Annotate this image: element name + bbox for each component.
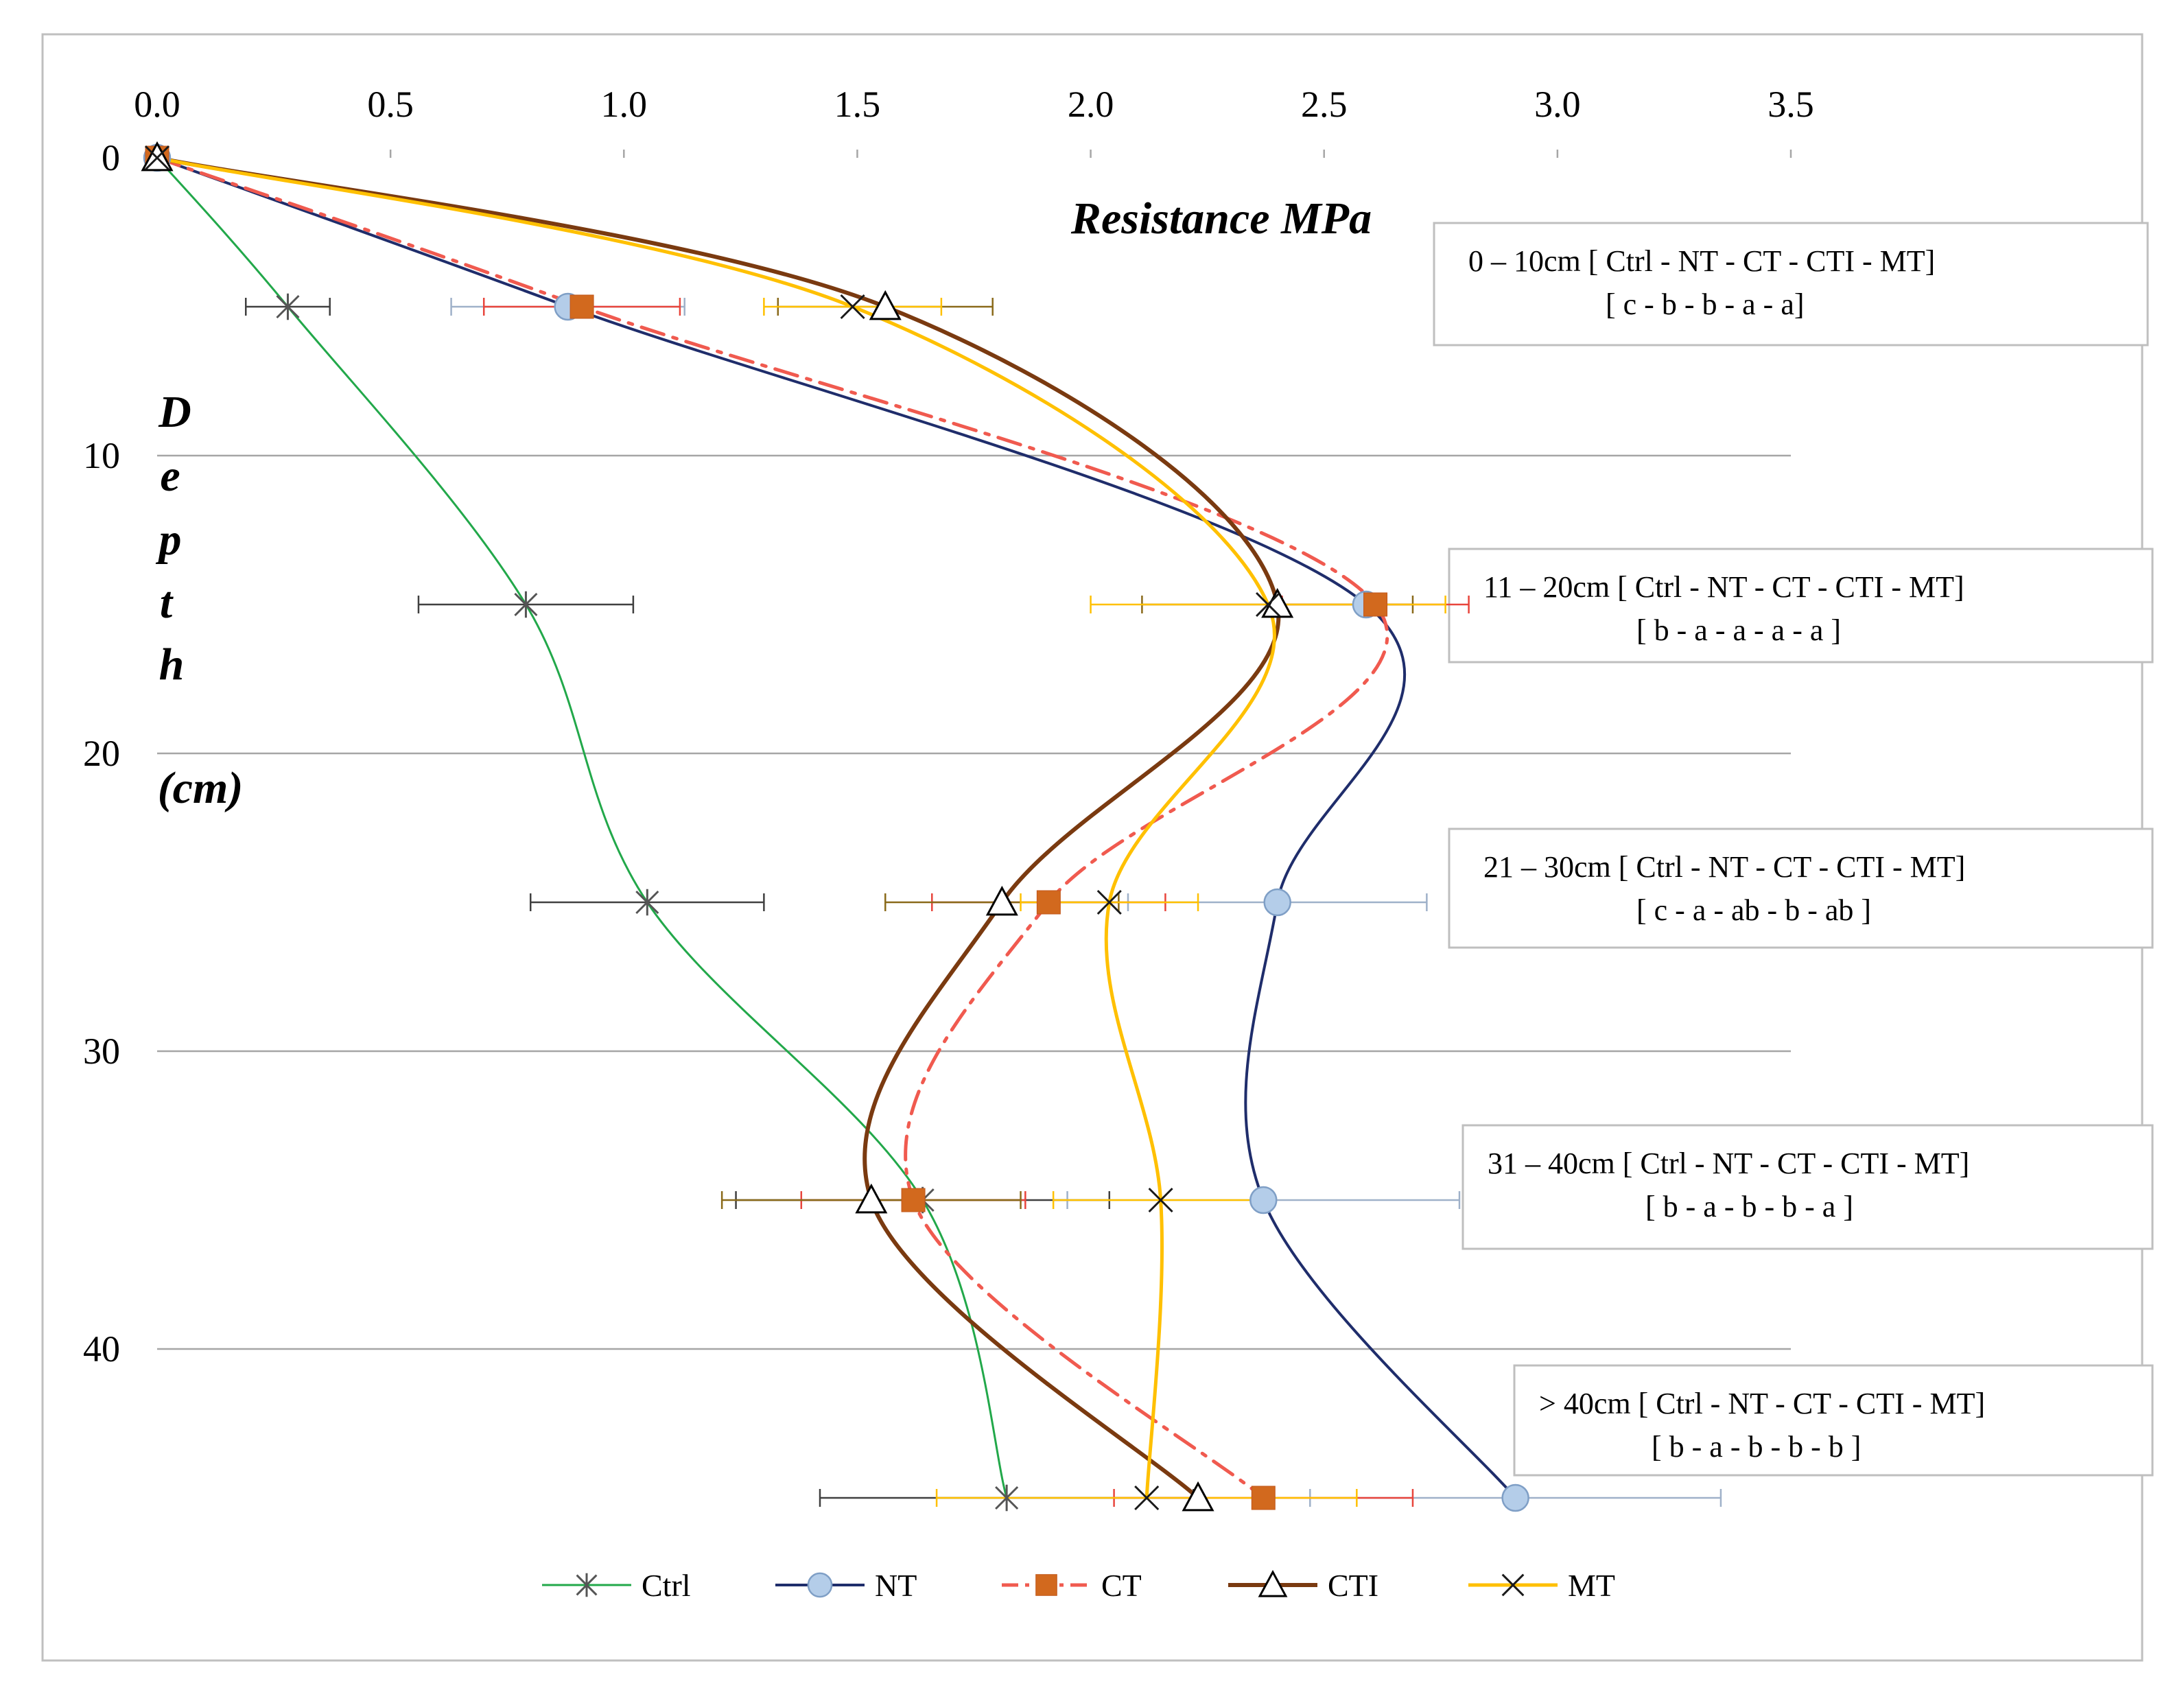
- point-mt: [1134, 1485, 1160, 1511]
- point-ctrl: [995, 1484, 1019, 1512]
- point-ctrl: [635, 889, 659, 916]
- legend-marker-ct: [1035, 1574, 1057, 1596]
- legend-label-ctrl: Ctrl: [642, 1568, 691, 1603]
- point-ct: [570, 294, 594, 319]
- annotation-header: > 40cm [ Ctrl - NT - CT - CTI - MT]: [1539, 1387, 1985, 1420]
- series-markers: [141, 141, 1529, 1512]
- annotation-header: 31 – 40cm [ Ctrl - NT - CT - CTI - MT]: [1488, 1147, 1969, 1180]
- annotation-box: [1461, 1124, 2154, 1250]
- annotation-box: [1513, 1364, 2154, 1477]
- point-nt: [1249, 1186, 1278, 1214]
- point-cti: [855, 1183, 888, 1214]
- point-mt: [144, 145, 170, 171]
- x-tick-label: 2.5: [1301, 84, 1348, 125]
- series-line-cti: [155, 156, 1281, 1500]
- point-ct: [1251, 1486, 1276, 1510]
- y-axis-title-letter: e: [160, 451, 180, 501]
- y-axis-title-letter: (cm): [158, 763, 244, 813]
- series-line-ct: [155, 156, 1389, 1500]
- x-tick-label: 3.5: [1768, 84, 1814, 125]
- y-axis-title-letter: D: [158, 387, 191, 437]
- series-line-nt: [156, 156, 1517, 1499]
- y-axis-ticks: 0 10 20 30 40: [83, 137, 120, 1370]
- x-axis-ticks: 0.0 0.5 1.0 1.5 2.0 2.5 3.0 3.5: [134, 84, 1814, 158]
- y-tick-label: 40: [83, 1328, 120, 1370]
- legend-label-ct: CT: [1101, 1568, 1142, 1603]
- point-ct: [901, 1188, 926, 1212]
- legend-marker-nt: [807, 1572, 833, 1598]
- y-axis-title-letter: p: [156, 515, 182, 565]
- annotation-letters: [ b - a - b - b - b ]: [1652, 1430, 1861, 1464]
- point-ctrl: [276, 293, 300, 320]
- x-tick-label: 0.5: [367, 84, 414, 125]
- point-cti: [869, 290, 902, 320]
- x-tick-label: 3.0: [1534, 84, 1581, 125]
- point-ctrl: [514, 591, 538, 618]
- y-tick-label: 30: [83, 1031, 120, 1072]
- y-axis-title-letter: t: [160, 578, 174, 628]
- point-ct: [1363, 592, 1388, 617]
- y-tick-label: 0: [102, 137, 120, 178]
- y-axis-title-letter: h: [159, 639, 185, 690]
- point-cti: [1182, 1481, 1214, 1512]
- annotation-header: 11 – 20cm [ Ctrl - NT - CT - CTI - MT]: [1483, 570, 1964, 604]
- annotation-box: [1433, 222, 2149, 347]
- point-mt: [1148, 1187, 1173, 1213]
- legend-marker-ctrl: [576, 1573, 598, 1597]
- point-nt: [1501, 1483, 1529, 1512]
- legend-label-nt: NT: [875, 1568, 917, 1603]
- y-tick-label: 10: [83, 435, 120, 476]
- annotation-letters: [ c - b - b - a - a]: [1606, 287, 1805, 321]
- point-nt: [1263, 888, 1291, 917]
- legend-marker-cti: [1258, 1569, 1288, 1597]
- annotation-box: [1448, 548, 2154, 664]
- point-mt: [1256, 591, 1281, 618]
- annotation-letters: [ c - a - ab - b - ab ]: [1636, 893, 1871, 927]
- point-mt: [1096, 889, 1122, 915]
- x-tick-label: 1.5: [834, 84, 881, 125]
- annotation-letters: [ b - a - a - a - a ]: [1636, 613, 1841, 647]
- annotation-boxes: 0 – 10cm [ Ctrl - NT - CT - CTI - MT] [ c…: [1433, 222, 2154, 1477]
- annotation-header: 21 – 30cm [ Ctrl - NT - CT - CTI - MT]: [1483, 850, 1965, 884]
- legend-label-cti: CTI: [1328, 1568, 1378, 1603]
- point-mt: [840, 294, 865, 320]
- annotation-box: [1448, 828, 2154, 949]
- legend-marker-mt: [1501, 1573, 1525, 1597]
- y-tick-label: 20: [83, 733, 120, 774]
- legend-label-mt: MT: [1568, 1568, 1615, 1603]
- annotation-letters: [ b - a - b - b - a ]: [1645, 1190, 1853, 1223]
- legend: Ctrl NT CT CTI MT: [542, 1568, 1615, 1603]
- gridlines: [157, 454, 1791, 1350]
- point-ct: [1036, 890, 1061, 915]
- annotation-header: 0 – 10cm [ Ctrl - NT - CT - CTI - MT]: [1468, 244, 1935, 278]
- x-tick-label: 2.0: [1068, 84, 1114, 125]
- x-tick-label: 0.0: [134, 84, 180, 125]
- point-cti: [985, 885, 1018, 916]
- x-axis-title: Resistance MPa: [1070, 193, 1372, 244]
- x-tick-label: 1.0: [601, 84, 648, 125]
